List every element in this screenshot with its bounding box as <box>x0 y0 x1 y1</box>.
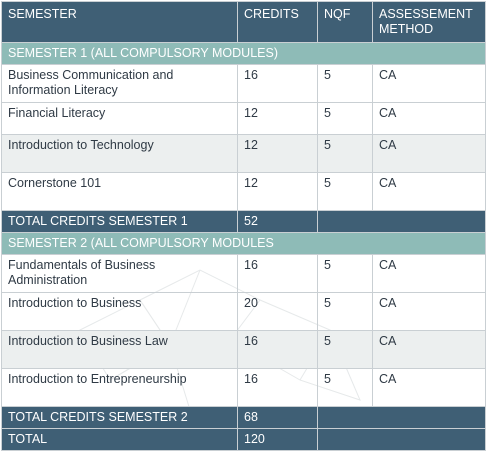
module-name: Fundamentals of Business Administration <box>1 254 238 293</box>
module-credits: 16 <box>237 368 318 407</box>
table-row: Introduction to Entrepreneurship 16 5 CA <box>1 368 486 407</box>
module-credits: 12 <box>237 172 318 211</box>
section-title: SEMESTER 1 (ALL COMPULSORY MODULES) <box>1 42 486 65</box>
grand-total-label: TOTAL <box>1 428 238 451</box>
module-method: CA <box>372 330 486 369</box>
table-row: Business Communication and Information L… <box>1 64 486 103</box>
module-name: Introduction to Entrepreneurship <box>1 368 238 407</box>
header-assessment: ASSESSEMENT METHOD <box>372 1 486 43</box>
table-row: Fundamentals of Business Administration … <box>1 254 486 293</box>
table-row: Introduction to Business 20 5 CA <box>1 292 486 331</box>
module-nqf: 5 <box>317 368 373 407</box>
module-nqf: 5 <box>317 292 373 331</box>
grand-total-value: 120 <box>237 428 318 451</box>
module-method: CA <box>372 134 486 173</box>
total-row-semester2: TOTAL CREDITS SEMESTER 2 68 <box>1 406 486 429</box>
total-blank <box>317 210 486 233</box>
module-nqf: 5 <box>317 134 373 173</box>
header-credits: CREDITS <box>237 1 318 43</box>
module-method: CA <box>372 64 486 103</box>
module-method: CA <box>372 368 486 407</box>
total-row-semester1: TOTAL CREDITS SEMESTER 1 52 <box>1 210 486 233</box>
total-blank <box>317 428 486 451</box>
section-row-semester2: SEMESTER 2 (ALL COMPULSORY MODULES <box>1 232 486 255</box>
module-nqf: 5 <box>317 330 373 369</box>
module-credits: 16 <box>237 330 318 369</box>
total-blank <box>317 406 486 429</box>
total-value: 52 <box>237 210 318 233</box>
module-name: Financial Literacy <box>1 102 238 135</box>
module-credits: 16 <box>237 64 318 103</box>
module-method: CA <box>372 254 486 293</box>
table-row: Financial Literacy 12 5 CA <box>1 102 486 135</box>
section-row-semester1: SEMESTER 1 (ALL COMPULSORY MODULES) <box>1 42 486 65</box>
module-nqf: 5 <box>317 102 373 135</box>
module-credits: 20 <box>237 292 318 331</box>
module-credits: 12 <box>237 102 318 135</box>
module-method: CA <box>372 172 486 211</box>
grand-total-row: TOTAL 120 <box>1 428 486 451</box>
total-label: TOTAL CREDITS SEMESTER 1 <box>1 210 238 233</box>
total-value: 68 <box>237 406 318 429</box>
module-name: Introduction to Business <box>1 292 238 331</box>
module-credits: 16 <box>237 254 318 293</box>
table-row: Cornerstone 101 12 5 CA <box>1 172 486 211</box>
table-row: Introduction to Technology 12 5 CA <box>1 134 486 173</box>
module-method: CA <box>372 292 486 331</box>
header-nqf: NQF <box>317 1 373 43</box>
module-nqf: 5 <box>317 64 373 103</box>
module-name: Introduction to Technology <box>1 134 238 173</box>
module-name: Introduction to Business Law <box>1 330 238 369</box>
module-nqf: 5 <box>317 172 373 211</box>
module-nqf: 5 <box>317 254 373 293</box>
table-header-row: SEMESTER CREDITS NQF ASSESSEMENT METHOD <box>1 1 486 43</box>
table-row: Introduction to Business Law 16 5 CA <box>1 330 486 369</box>
section-title: SEMESTER 2 (ALL COMPULSORY MODULES <box>1 232 486 255</box>
module-credits: 12 <box>237 134 318 173</box>
header-semester: SEMESTER <box>1 1 238 43</box>
total-label: TOTAL CREDITS SEMESTER 2 <box>1 406 238 429</box>
module-method: CA <box>372 102 486 135</box>
module-name: Business Communication and Information L… <box>1 64 238 103</box>
module-name: Cornerstone 101 <box>1 172 238 211</box>
